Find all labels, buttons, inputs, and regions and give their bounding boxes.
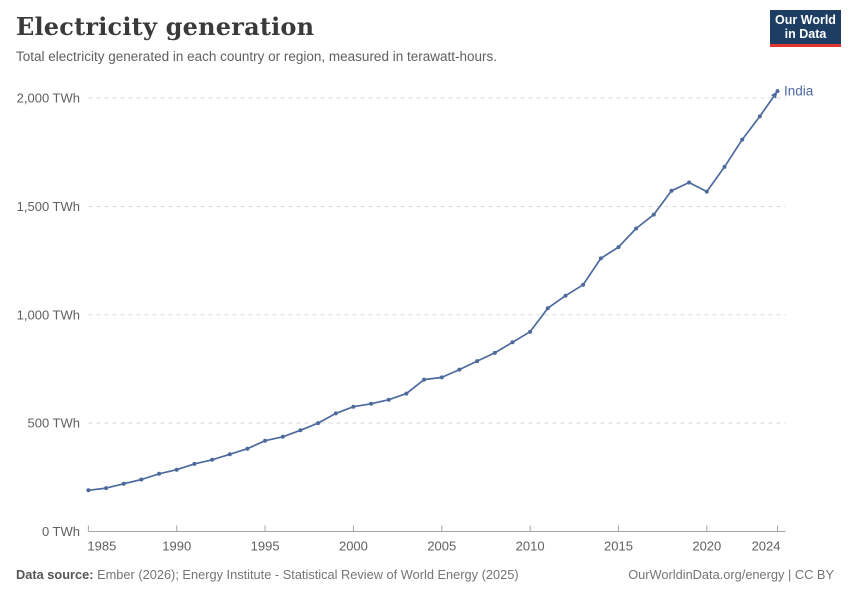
data-point-marker[interactable] xyxy=(280,434,285,439)
y-axis-tick-label: 1,000 TWh xyxy=(17,307,80,322)
data-point-marker[interactable] xyxy=(528,329,533,334)
data-point-marker[interactable] xyxy=(634,226,639,231)
owid-logo[interactable]: Our World in Data xyxy=(770,10,841,47)
chart-title: Electricity generation xyxy=(16,12,315,41)
data-point-marker[interactable] xyxy=(121,481,126,486)
data-point-marker[interactable] xyxy=(545,306,550,311)
data-point-marker[interactable] xyxy=(404,391,409,396)
data-point-marker[interactable] xyxy=(86,488,91,493)
data-point-marker[interactable] xyxy=(210,457,215,462)
data-point-marker[interactable] xyxy=(192,461,197,466)
x-axis-tick-label: 2000 xyxy=(339,539,368,554)
x-axis-tick-label: 1985 xyxy=(87,539,116,554)
data-point-marker[interactable] xyxy=(563,293,568,298)
chart-subtitle: Total electricity generated in each coun… xyxy=(16,49,497,64)
data-source-label: Data source: xyxy=(16,567,94,582)
x-axis-tick-label: 1995 xyxy=(251,539,280,554)
data-source-text: Ember (2026); Energy Institute - Statist… xyxy=(93,567,519,582)
data-point-marker[interactable] xyxy=(457,367,462,372)
data-point-marker[interactable] xyxy=(687,180,692,185)
data-point-marker[interactable] xyxy=(475,359,480,364)
data-point-marker[interactable] xyxy=(174,467,179,472)
credit-link[interactable]: OurWorldinData.org/energy | CC BY xyxy=(628,567,834,582)
y-axis-tick-label: 500 TWh xyxy=(27,416,80,431)
data-point-marker[interactable] xyxy=(422,377,427,382)
data-point-marker[interactable] xyxy=(704,189,709,194)
data-point-marker[interactable] xyxy=(651,212,656,217)
data-point-marker[interactable] xyxy=(740,137,745,142)
data-point-marker[interactable] xyxy=(386,397,391,402)
series-entity-label[interactable]: India xyxy=(784,84,814,99)
x-axis-tick-label: 2024 xyxy=(752,539,781,554)
y-axis-tick-label: 0 TWh xyxy=(42,524,80,539)
owid-logo-line1: Our World xyxy=(775,12,836,27)
y-axis-tick-label: 2,000 TWh xyxy=(17,91,80,106)
data-point-marker[interactable] xyxy=(510,340,515,345)
x-axis-tick-label: 2015 xyxy=(604,539,633,554)
data-point-marker[interactable] xyxy=(316,421,321,426)
data-source: Data source: Ember (2026); Energy Instit… xyxy=(16,567,519,582)
data-point-marker[interactable] xyxy=(298,428,303,433)
line-arrowhead-icon xyxy=(771,91,778,99)
data-point-marker[interactable] xyxy=(757,114,762,119)
data-point-marker[interactable] xyxy=(598,256,603,261)
data-point-marker[interactable] xyxy=(439,375,444,380)
x-axis-tick-label: 2010 xyxy=(516,539,545,554)
data-point-marker[interactable] xyxy=(245,446,250,451)
data-point-marker[interactable] xyxy=(104,486,109,491)
data-point-marker[interactable] xyxy=(369,401,374,406)
data-point-marker[interactable] xyxy=(669,188,674,193)
y-axis-tick-label: 1,500 TWh xyxy=(17,199,80,214)
data-point-marker[interactable] xyxy=(157,471,162,476)
data-point-marker[interactable] xyxy=(139,477,144,482)
x-axis-tick-label: 2020 xyxy=(692,539,721,554)
x-axis-tick-label: 2005 xyxy=(427,539,456,554)
owid-logo-line2: in Data xyxy=(784,27,827,41)
data-point-marker[interactable] xyxy=(333,411,338,416)
data-point-marker[interactable] xyxy=(616,245,621,250)
x-axis-tick-label: 1990 xyxy=(162,539,191,554)
data-point-marker[interactable] xyxy=(263,438,268,443)
data-point-marker[interactable] xyxy=(492,350,497,355)
data-point-marker[interactable] xyxy=(722,164,727,169)
data-point-marker[interactable] xyxy=(581,282,586,287)
series-line[interactable] xyxy=(88,90,779,492)
data-point-marker[interactable] xyxy=(227,452,232,457)
data-point-marker[interactable] xyxy=(351,404,356,409)
